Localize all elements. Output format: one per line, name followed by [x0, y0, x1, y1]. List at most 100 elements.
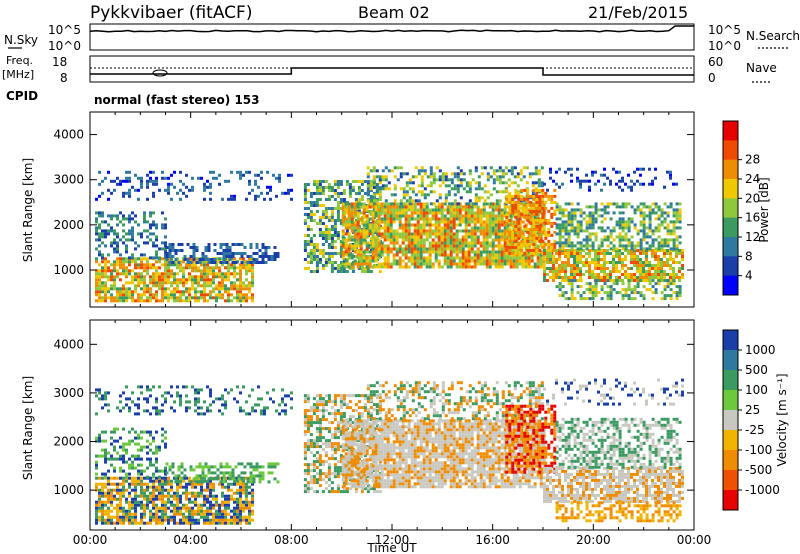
heatmap-cell-1010 — [255, 261, 259, 264]
heatmap-cell-2636 — [524, 265, 528, 269]
heatmap-cell-1600 — [356, 217, 360, 221]
heatmap-cell-4260 — [576, 167, 579, 171]
heatmap-cell-617 — [101, 235, 104, 239]
heatmap-cell-201 — [143, 491, 146, 495]
heatmap-cell-188 — [140, 488, 143, 492]
heatmap-cell-2656 — [527, 262, 531, 266]
heatmap-cell-3305 — [550, 206, 554, 210]
heatmap-cell-1723 — [377, 217, 381, 221]
heatmap-cell-1677 — [371, 241, 375, 245]
heatmap-cell-2059 — [431, 211, 435, 215]
heatmap-cell-3541 — [621, 261, 624, 264]
heatmap-cell-3990 — [645, 214, 649, 218]
heatmap-cell-3795 — [579, 247, 583, 251]
heatmap-cell-524 — [224, 506, 227, 510]
heatmap-cell-334 — [176, 494, 179, 498]
heatmap-cell-1547 — [347, 211, 351, 215]
heatmap-cell-1041 — [303, 258, 307, 261]
heatmap-cell-2672 — [527, 208, 531, 212]
heatmap-cell-42 — [104, 281, 107, 285]
heatmap-cell-235 — [152, 491, 155, 495]
heatmap-cell-2509 — [503, 238, 507, 242]
heatmap-cell-3256 — [541, 251, 545, 255]
heatmap-cell-71 — [113, 284, 116, 288]
heatmap-cell-1611 — [359, 244, 363, 248]
heatmap-cell-1870 — [401, 208, 405, 212]
heatmap-cell-2297 — [470, 244, 474, 248]
heatmap-cell-525 — [233, 263, 236, 267]
heatmap-cell-2407 — [488, 253, 492, 257]
heatmap-cell-1013 — [255, 246, 259, 249]
heatmap-cell-3513 — [612, 270, 615, 273]
heatmap-cell-2971 — [474, 166, 478, 170]
heatmap-cell-1639 — [365, 265, 369, 269]
heatmap-cell-838 — [203, 182, 206, 186]
heatmap-cell-2935 — [456, 190, 460, 194]
heatmap-cell-3112 — [508, 209, 512, 213]
heatmap-cell-158 — [134, 515, 137, 519]
heatmap-cell-1912 — [410, 262, 414, 266]
heatmap-cell-2324 — [473, 223, 477, 227]
heatmap-cell-1075 — [309, 258, 313, 261]
heatmap-cell-164 — [134, 497, 137, 501]
heatmap-cell-2921 — [447, 184, 451, 188]
heatmap-cell-3092 — [505, 251, 509, 255]
heatmap-cell-2300 — [470, 235, 474, 239]
heatmap-cell-3385 — [564, 255, 567, 258]
heatmap-cell-1672 — [371, 256, 375, 260]
heatmap-cell-389 — [191, 518, 194, 522]
heatmap-cell-3548 — [624, 258, 627, 261]
heatmap-cell-3577 — [636, 270, 639, 273]
heatmap-cell-217 — [149, 515, 152, 519]
heatmap-cell-3267 — [541, 197, 545, 201]
heatmap-cell-4149 — [600, 297, 604, 301]
heatmap-cell-928 — [183, 255, 187, 258]
heatmap-cell-4237 — [675, 285, 679, 289]
heatmap-cell-613 — [98, 211, 101, 215]
heatmap-cell-735 — [161, 223, 164, 227]
heatmap-cell-3737 — [561, 223, 565, 227]
heatmap-cell-186 — [140, 494, 143, 498]
heatmap-cell-601 — [95, 220, 98, 224]
heatmap-cell-592 — [251, 266, 254, 270]
heatmap-cell-797 — [152, 191, 155, 195]
heatmap-cell-3263 — [541, 215, 545, 219]
heatmap-cell-3725 — [558, 226, 562, 230]
heatmap-cell-3154 — [517, 218, 521, 222]
heatmap-cell-2306 — [470, 214, 474, 218]
heatmap-cell-3558 — [630, 276, 633, 279]
heatmap-cell-678 — [131, 256, 134, 260]
heatmap-cell-3766 — [570, 244, 574, 248]
heatmap-cell-41 — [104, 509, 107, 513]
heatmap-cell-1050 — [303, 207, 307, 210]
heatmap-cell-73 — [113, 278, 116, 282]
heatmap-cell-255 — [158, 515, 161, 519]
heatmap-cell-3415 — [576, 279, 579, 282]
heatmap-cell-56 — [107, 497, 110, 501]
heatmap-cell-4145 — [594, 282, 598, 286]
heatmap-cell-529 — [236, 296, 239, 300]
heatmap-cell-2950 — [462, 172, 466, 176]
heatmap-cell-1099 — [312, 219, 316, 222]
heatmap-cell-620 — [248, 521, 251, 525]
heatmap-cell-3455 — [591, 273, 594, 276]
heatmap-cell-442 — [212, 296, 215, 300]
heatmap-cell-2562 — [512, 259, 516, 263]
heatmap-cell-1687 — [371, 211, 375, 215]
heatmap-cell-1542 — [347, 226, 351, 230]
heatmap-cell-1897 — [407, 247, 411, 251]
heatmap-cell-4209 — [651, 279, 655, 283]
heatmap-cell-1510 — [341, 211, 345, 215]
heatmap-cell-4290 — [621, 179, 624, 183]
heatmap-cell-546 — [230, 515, 233, 519]
heatmap-cell-850 — [218, 173, 221, 177]
heatmap-cell-1633 — [362, 220, 366, 224]
heatmap-cell-1126 — [318, 258, 322, 261]
heatmap-cell-648 — [116, 244, 119, 248]
heatmap-cell-250 — [161, 281, 164, 285]
heatmap-cell-4104 — [561, 285, 565, 289]
heatmap-cell-961 — [213, 258, 217, 261]
heatmap-cell-305 — [176, 296, 179, 300]
heatmap-cell-3977 — [642, 226, 646, 230]
heatmap-cell-1613 — [359, 238, 363, 242]
